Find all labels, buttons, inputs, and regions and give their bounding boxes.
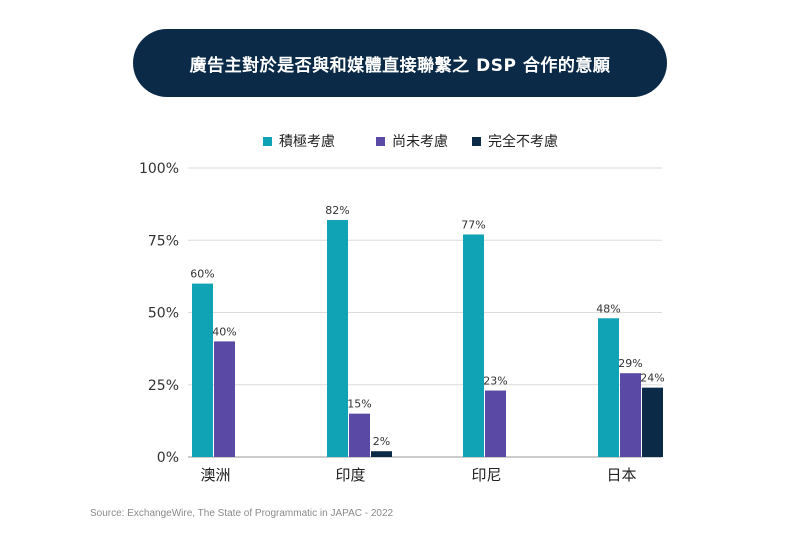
y-tick-label: 25% xyxy=(148,378,179,394)
legend-label: 完全不考慮 xyxy=(488,133,558,150)
chart-title-banner: 廣告主對於是否與和媒體直接聯繫之 DSP 合作的意願 xyxy=(133,29,667,97)
data-label: 23% xyxy=(483,375,507,388)
data-label: 77% xyxy=(461,218,485,231)
legend-label: 積極考慮 xyxy=(279,134,335,150)
data-label: 24% xyxy=(640,372,664,385)
bar xyxy=(642,387,663,457)
bar xyxy=(349,413,370,457)
y-tick-label: 75% xyxy=(148,233,179,249)
source-note: Source: ExchangeWire, The State of Progr… xyxy=(90,508,394,519)
legend-label: 尚未考慮 xyxy=(392,134,448,150)
data-label: 82% xyxy=(325,204,349,217)
bar xyxy=(327,220,348,457)
bar xyxy=(214,341,235,457)
bar xyxy=(371,451,392,457)
data-label: 48% xyxy=(596,302,620,315)
x-tick-label: 日本 xyxy=(606,466,636,484)
legend-swatch xyxy=(472,137,481,146)
data-label: 29% xyxy=(618,357,642,370)
chart-title: 廣告主對於是否與和媒體直接聯繫之 DSP 合作的意願 xyxy=(189,55,611,76)
bar xyxy=(192,283,213,457)
legend-swatch xyxy=(376,137,385,146)
bar xyxy=(620,373,641,457)
y-tick-label: 0% xyxy=(157,450,179,466)
x-tick-label: 澳洲 xyxy=(200,466,230,484)
data-label: 40% xyxy=(212,325,236,338)
data-label: 60% xyxy=(190,268,214,281)
bar xyxy=(598,318,619,457)
x-tick-label: 印度 xyxy=(335,466,365,484)
legend-swatch xyxy=(263,137,272,146)
data-label: 2% xyxy=(373,435,390,448)
bar xyxy=(463,234,484,457)
data-label: 15% xyxy=(347,398,371,411)
y-tick-label: 100% xyxy=(139,161,179,177)
y-tick-label: 50% xyxy=(148,306,179,322)
x-tick-label: 印尼 xyxy=(471,466,501,484)
bar xyxy=(485,390,506,457)
